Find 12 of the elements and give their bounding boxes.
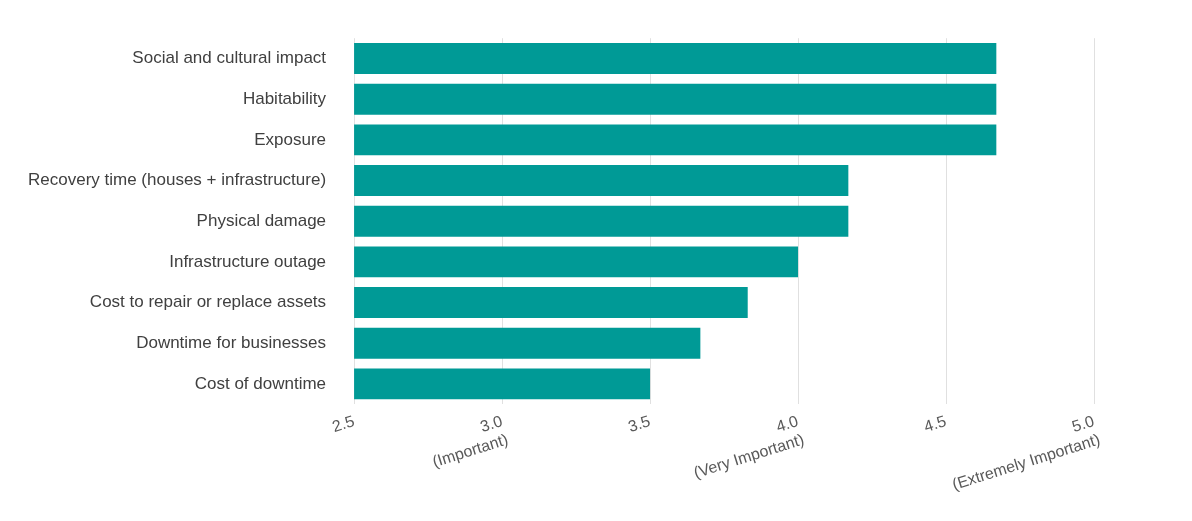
y-tick-label: Downtime for businesses [136,332,327,352]
y-tick-label: Social and cultural impact [132,48,327,68]
y-tick-label: Cost to repair or replace assets [89,292,327,312]
y-tick-label: Cost of downtime [194,373,327,393]
x-tick-label: 4.5 [921,412,949,436]
x-tick-label: 2.5 [329,412,357,436]
x-tick-label: 3.5 [625,412,653,436]
y-tick-label: Recovery time (houses + infrastructure) [27,170,327,190]
y-tick-label: Exposure [254,129,327,149]
y-tick-label: Habitability [242,88,327,108]
y-tick-label: Infrastructure outage [169,251,327,271]
y-tick-label: Physical damage [196,210,327,230]
